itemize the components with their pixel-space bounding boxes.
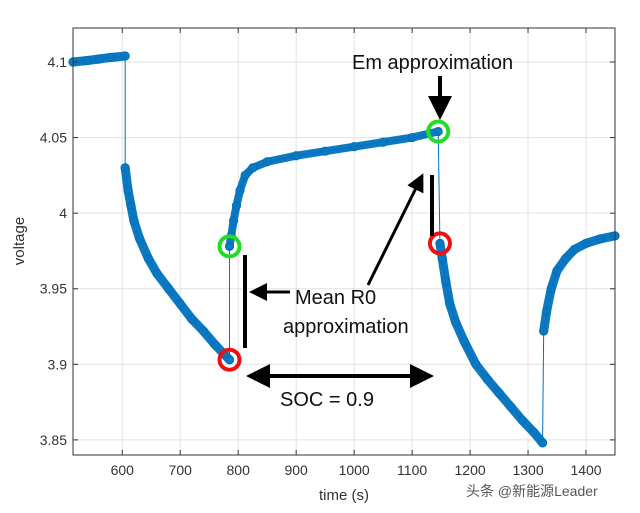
highlight-circle [217, 234, 242, 259]
data-point [541, 306, 552, 317]
data-point [537, 438, 548, 448]
x-tick-label: 1100 [397, 462, 427, 478]
data-point [126, 201, 136, 211]
data-point [231, 201, 242, 211]
x-tick-label: 1000 [339, 462, 370, 478]
data-point [517, 415, 527, 425]
x-tick-label: 700 [169, 462, 193, 478]
r0-label-1: Mean R0 [295, 287, 376, 309]
data-point [120, 163, 130, 173]
y-tick-label: 3.95 [40, 281, 67, 297]
data-point [262, 157, 272, 167]
data-point [210, 340, 220, 350]
x-tick-label: 800 [227, 462, 251, 478]
data-point [595, 234, 606, 244]
x-tick-label: 900 [284, 462, 308, 478]
data-point [441, 276, 451, 286]
em-label: Em approximation [352, 52, 513, 74]
y-tick-label: 4 [59, 205, 67, 221]
series-segment [68, 51, 130, 67]
data-point [152, 269, 162, 279]
data-point [187, 314, 197, 324]
highlight-circle [426, 119, 451, 144]
data-point [135, 234, 145, 244]
r0-label-2: approximation [283, 316, 409, 338]
data-point [581, 238, 591, 248]
x-tick-label: 1200 [455, 462, 486, 478]
series-line [72, 55, 616, 445]
data-point [82, 55, 93, 66]
data-point [471, 359, 481, 369]
y-tick-label: 3.85 [40, 432, 67, 448]
data-point [459, 337, 469, 347]
data-point [228, 216, 239, 226]
data-point [320, 146, 330, 156]
data-point [235, 185, 245, 196]
series-segment [120, 163, 235, 365]
data-point [569, 244, 580, 255]
plot-frame [72, 27, 616, 456]
data-point [240, 170, 250, 180]
data-point [482, 374, 493, 385]
data-point [129, 216, 139, 226]
data-point [224, 355, 235, 365]
data-point [291, 151, 301, 161]
y-tick-label: 3.9 [48, 356, 68, 372]
x-axis-label: time (s) [319, 487, 369, 504]
data-point [120, 51, 130, 61]
data-point [349, 142, 359, 152]
x-tick-label: 1300 [512, 462, 543, 478]
watermark: 头条 @新能源Leader [466, 483, 598, 499]
data-point [433, 126, 443, 137]
y-tick-label: 4.1 [48, 54, 68, 70]
r0-arrow-right [366, 173, 424, 286]
data-point [164, 284, 174, 294]
data-point [561, 253, 571, 264]
data-point [494, 388, 504, 398]
data-point [123, 185, 133, 196]
data-point [143, 253, 153, 264]
data-point [378, 137, 388, 147]
annotations [243, 76, 452, 388]
soc-label: SOC = 0.9 [280, 389, 374, 411]
data-point [94, 54, 104, 64]
data-point [450, 317, 461, 327]
series-segment [435, 238, 548, 448]
x-tick-label: 600 [111, 462, 135, 478]
data-point [106, 52, 116, 63]
data-point [546, 284, 556, 294]
data-point [224, 241, 235, 252]
data-point [175, 299, 185, 309]
data-point [539, 326, 549, 336]
data-point [198, 326, 209, 336]
highlight-circle [427, 231, 452, 256]
data-point [435, 238, 445, 248]
y-axis-label: voltage [11, 217, 28, 265]
data-point [529, 427, 539, 437]
highlight-circle [217, 347, 242, 372]
data-point [248, 163, 258, 173]
data-point [552, 265, 562, 276]
data-point [445, 299, 455, 309]
series-segment [225, 127, 443, 251]
data-point [407, 132, 417, 143]
series-segment [539, 231, 620, 336]
y-tick-label: 4.05 [40, 130, 67, 146]
x-tick-label: 1400 [570, 462, 601, 478]
data-point [506, 402, 516, 412]
